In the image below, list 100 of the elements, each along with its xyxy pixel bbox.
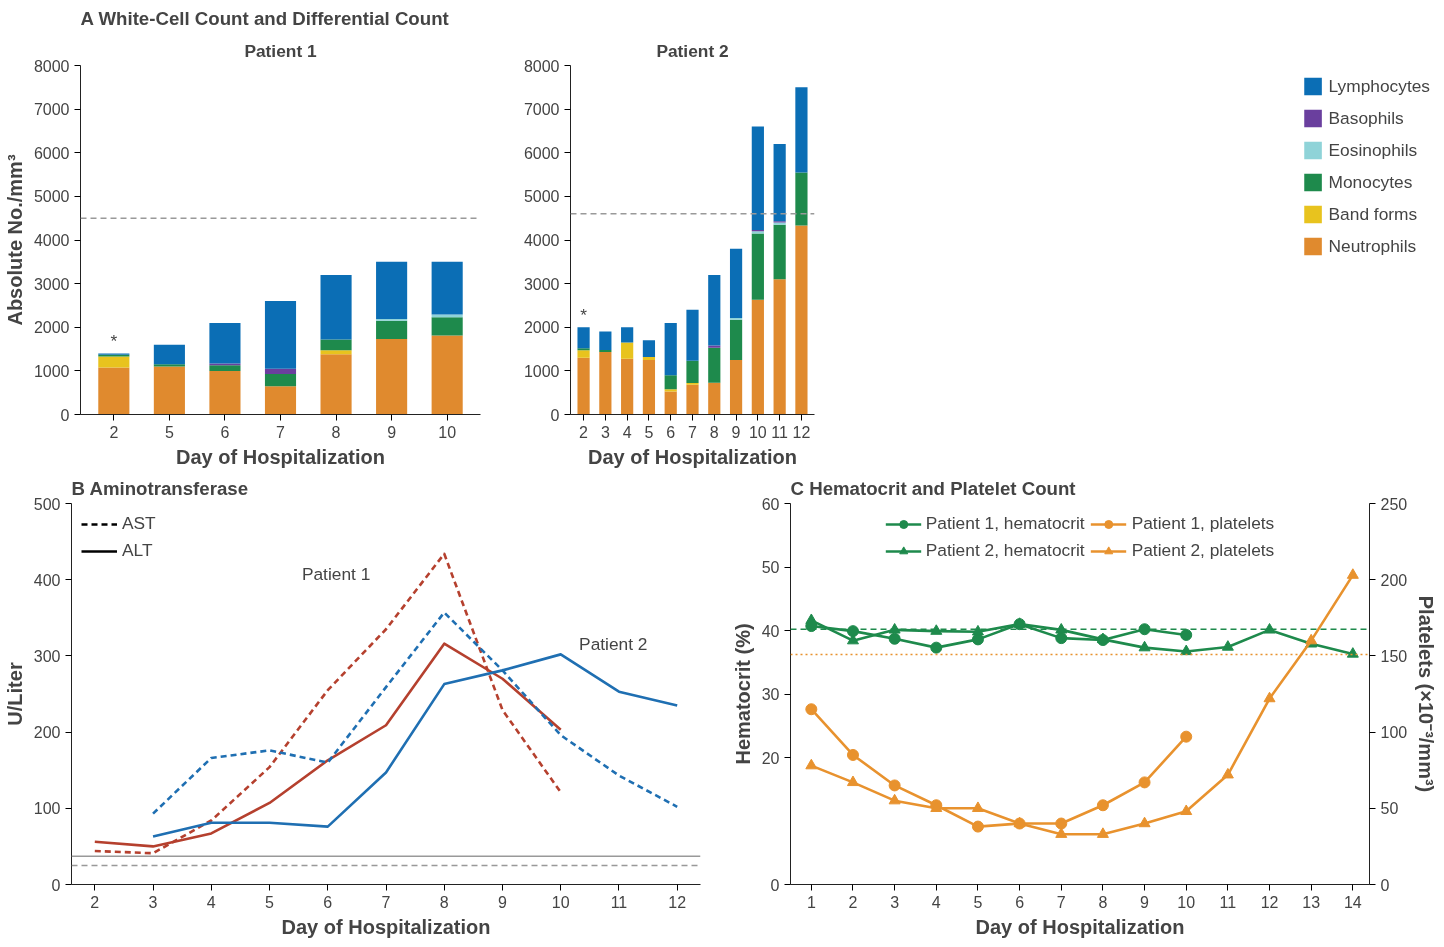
x-tick-label: 1: [806, 893, 816, 911]
y-tick-label: 50: [761, 559, 780, 576]
point: [1180, 628, 1193, 641]
bar: [708, 274, 721, 346]
bar: [751, 233, 764, 300]
x-tick-label: 10: [438, 423, 457, 441]
bar: [664, 322, 677, 376]
point: [888, 793, 901, 805]
legend-label: Patient 2, platelets: [1131, 540, 1275, 561]
x-tick-label: 4: [206, 893, 216, 911]
x-tick-label: 8: [1098, 893, 1108, 911]
x-tick-label: 7: [381, 893, 391, 911]
y-tick-label: 200: [33, 724, 61, 742]
x-tick-label: 7: [688, 423, 698, 441]
bar: [642, 359, 656, 415]
bar: [153, 366, 185, 415]
x-tick-label: 12: [1260, 893, 1279, 911]
point: [805, 613, 818, 625]
point: [930, 624, 943, 635]
x-tick-label: 6: [220, 423, 230, 441]
bar: [577, 357, 590, 415]
legend-label: Patient 1, hematocrit: [925, 513, 1085, 534]
point: [1180, 804, 1193, 816]
bar: [795, 87, 808, 173]
legend-label: Neutrophils: [1328, 235, 1417, 257]
bar: [664, 391, 677, 415]
bar: [686, 360, 699, 384]
point: [1180, 730, 1193, 743]
x-tick-label: 3: [600, 423, 610, 441]
legend-label: Basophils: [1328, 107, 1404, 129]
y-tick-label: 30: [761, 686, 780, 703]
y-tick-label: 5000: [523, 188, 560, 206]
point: [1138, 816, 1151, 828]
point: [1263, 623, 1276, 634]
bar: [751, 299, 764, 415]
x-tick-label: 6: [1015, 893, 1025, 911]
bar: [209, 365, 241, 371]
annotation: Patient 1: [301, 563, 371, 584]
x-tick-label: 13: [1302, 893, 1321, 911]
y-tick-label: 100: [33, 800, 61, 818]
y-tick-label: 3000: [523, 275, 560, 293]
bar: [209, 370, 241, 415]
bar: [664, 375, 677, 390]
point: [1096, 827, 1109, 838]
x-tick-label: 11: [610, 893, 628, 911]
bar: [686, 384, 699, 415]
y-tick-label: 500: [33, 495, 61, 513]
point: [1180, 644, 1193, 656]
x-tick-label: 4: [931, 893, 941, 911]
legend-label: Patient 2, hematocrit: [925, 540, 1085, 561]
x-axis-title: Day of Hospitalization: [281, 915, 491, 938]
bar: [642, 340, 656, 357]
bar: [795, 225, 808, 415]
point: [846, 775, 859, 787]
y2-tick-label: 150: [1380, 647, 1408, 665]
chart-title: B Aminotransferase: [71, 477, 249, 499]
x-tick-label: 2: [848, 893, 858, 911]
x-tick-label: 8: [709, 423, 719, 441]
legend-label: Monocytes: [1328, 171, 1413, 193]
bar: [751, 126, 764, 230]
y-tick-label: 60: [761, 495, 780, 513]
x-tick-label: 7: [276, 423, 286, 441]
point: [888, 779, 901, 792]
bar: [98, 367, 130, 415]
y-tick-label: 0: [60, 406, 70, 424]
point: [971, 820, 984, 833]
bar: [773, 144, 786, 222]
y2-axis-title: Platelets (×10⁻³/mm³): [1415, 595, 1438, 793]
bar: [708, 347, 721, 383]
y-tick-label: 5000: [33, 188, 70, 206]
y-tick-label: 3000: [33, 275, 70, 293]
x-tick-label: 3: [148, 893, 158, 911]
x-tick-label: 11: [1219, 893, 1237, 911]
point: [1138, 776, 1151, 789]
x-tick-label: 2: [90, 893, 100, 911]
x-tick-label: 5: [265, 893, 275, 911]
bar: [431, 335, 463, 415]
point: [888, 632, 901, 645]
bar: [264, 373, 297, 387]
x-tick-label: 10: [1177, 893, 1196, 911]
bar: [264, 386, 297, 415]
y-tick-label: 4000: [33, 232, 70, 249]
bar: [320, 350, 352, 355]
y-tick-label: 4000: [523, 232, 560, 249]
bar: [686, 309, 699, 361]
legend-label: Band forms: [1328, 203, 1418, 225]
y-tick-label: 1000: [523, 362, 560, 380]
bar: [264, 368, 297, 374]
point: [805, 703, 818, 716]
y-tick-label: 2000: [33, 319, 70, 337]
x-tick-label: 7: [1056, 893, 1066, 911]
bar: [729, 319, 743, 360]
y-tick-label: 6000: [33, 144, 70, 162]
x-tick-label: 5: [164, 423, 174, 441]
y-axis-title: U/Liter: [3, 662, 26, 726]
annotation: *: [580, 305, 588, 326]
y-tick-label: 8000: [33, 57, 70, 75]
x-axis-title: Day of Hospitalization: [975, 915, 1185, 938]
bar: [376, 261, 408, 319]
point: [1096, 799, 1109, 812]
